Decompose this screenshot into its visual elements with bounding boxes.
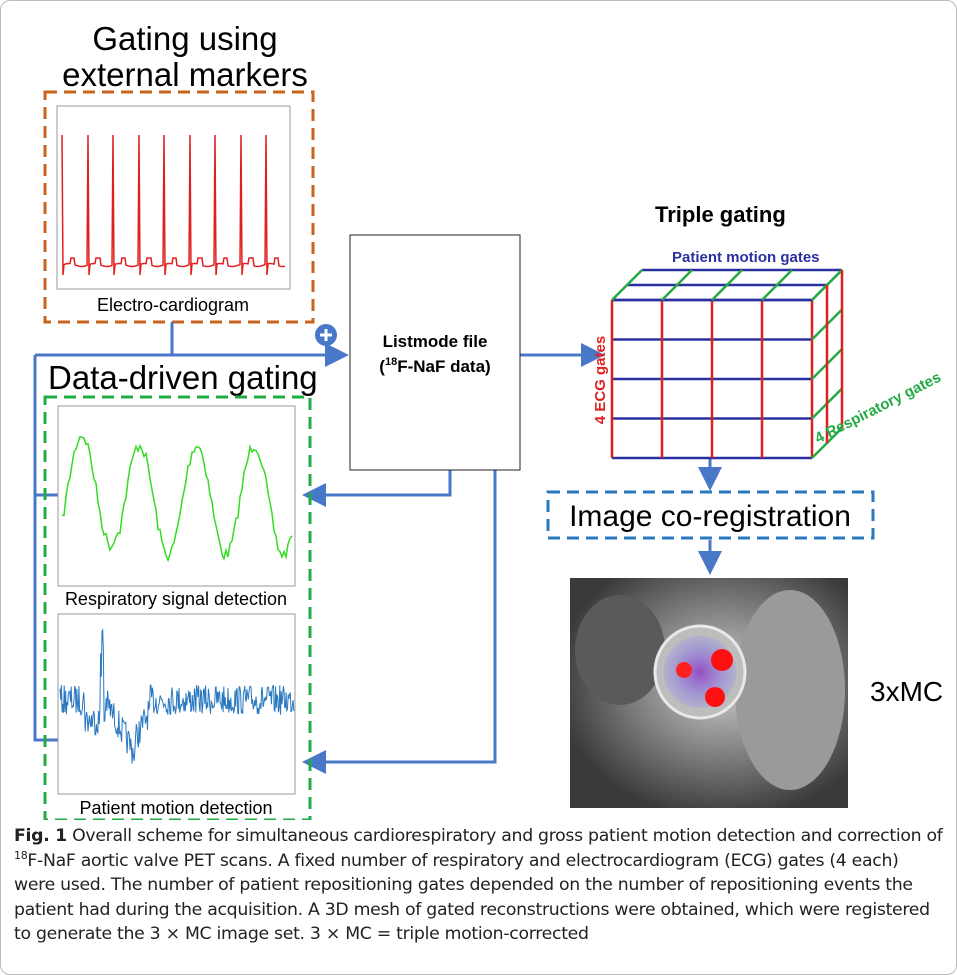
caption-label: Fig. 1 xyxy=(14,826,67,846)
motion-label: Patient motion detection xyxy=(79,798,272,818)
caption-text: Overall scheme for simultaneous cardiore… xyxy=(67,826,943,846)
data-driven-title: Data-driven gating xyxy=(48,359,318,396)
external-title: Gating using xyxy=(92,20,277,57)
text: F-NaF data) xyxy=(397,357,491,376)
triple-title: Triple gating xyxy=(655,202,786,227)
mc-image xyxy=(570,578,848,808)
top-axis-label: Patient motion gates xyxy=(672,249,820,266)
ecg-label: Electro-cardiogram xyxy=(97,295,249,315)
superscript: 18 xyxy=(385,356,397,368)
resp-label: Respiratory signal detection xyxy=(65,589,287,609)
external-title: external markers xyxy=(62,56,308,93)
figure: Gating using external markers Electro-ca… xyxy=(0,0,957,820)
caption: Fig. 1 Overall scheme for simultaneous c… xyxy=(14,824,944,947)
listmode-box xyxy=(350,235,520,470)
caption-text: F-NaF aortic valve PET scans. A fixed nu… xyxy=(14,851,930,945)
left-axis-label: 4 ECG gates xyxy=(592,336,609,424)
ecg-plot xyxy=(57,106,290,289)
gating-cube xyxy=(612,270,842,458)
caption-superscript: 18 xyxy=(14,849,27,862)
coreg-label: Image co-registration xyxy=(569,500,851,533)
listmode-title: Listmode file xyxy=(383,332,488,351)
right-axis-label: 4 Respiratory gates xyxy=(812,369,944,447)
resp-plot xyxy=(58,406,295,586)
result-label: 3xMC xyxy=(870,676,943,707)
